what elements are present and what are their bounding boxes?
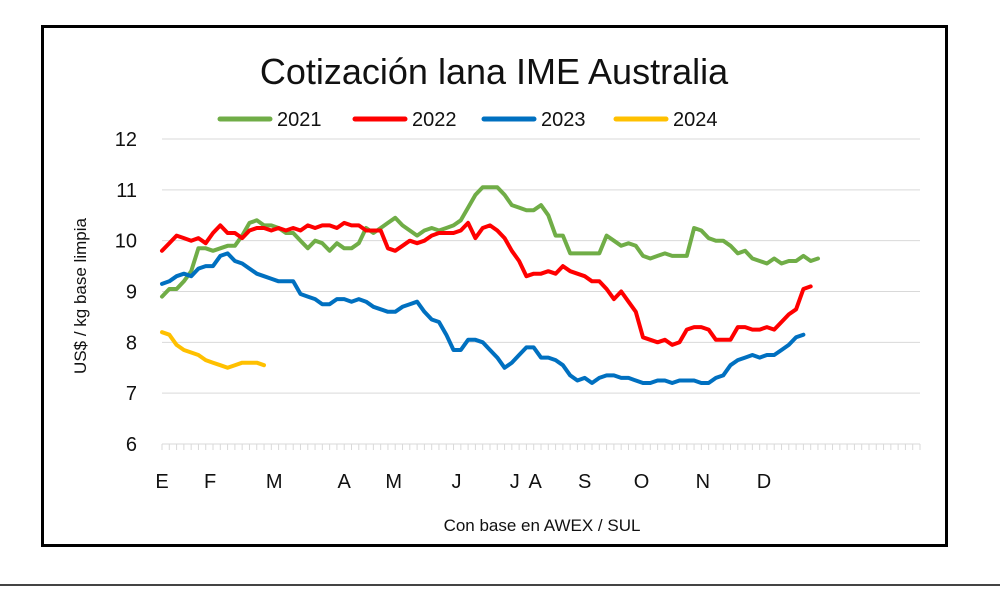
- y-axis-label: US$ / kg base limpia: [71, 218, 90, 374]
- y-tick-label: 10: [115, 231, 137, 253]
- y-tick-label: 9: [126, 282, 137, 304]
- x-tick-label: F: [204, 471, 216, 493]
- x-tick-label: M: [385, 471, 402, 493]
- y-tick-label: 6: [126, 434, 137, 456]
- legend: 2021 2022 2023 2024: [217, 109, 718, 131]
- x-tick-label: A: [528, 471, 542, 493]
- chart-title: Cotización lana IME Australia: [260, 51, 729, 92]
- legend-label-2024: 2024: [673, 109, 718, 131]
- x-tick-label: S: [578, 471, 591, 493]
- x-tick-label: O: [634, 471, 650, 493]
- x-tick-label: D: [757, 471, 771, 493]
- x-tick-label: M: [266, 471, 283, 493]
- legend-label-2021: 2021: [277, 109, 322, 131]
- bottom-divider: [0, 584, 1000, 586]
- series-line-2021: [160, 185, 820, 299]
- x-tick-label: N: [696, 471, 710, 493]
- x-tick-label: J: [510, 471, 520, 493]
- x-tick-label: A: [338, 471, 352, 493]
- y-axis-ticks: 6 7 8 9 10 11 12: [115, 129, 137, 456]
- legend-label-2022: 2022: [412, 109, 457, 131]
- x-tick-label: J: [451, 471, 461, 493]
- series-lines: [160, 185, 820, 385]
- x-axis: [161, 443, 921, 450]
- x-tick-label: E: [155, 471, 168, 493]
- series-line-2023: [160, 251, 806, 385]
- y-tick-label: 12: [115, 129, 137, 151]
- series-line-2024: [160, 330, 266, 370]
- series-line-2022: [160, 220, 813, 347]
- x-axis-label: Con base en AWEX / SUL: [444, 516, 641, 535]
- y-tick-label: 8: [126, 332, 137, 354]
- chart-frame: [41, 25, 948, 547]
- legend-label-2023: 2023: [541, 109, 586, 131]
- y-tick-label: 7: [126, 383, 137, 405]
- y-tick-label: 11: [116, 180, 137, 202]
